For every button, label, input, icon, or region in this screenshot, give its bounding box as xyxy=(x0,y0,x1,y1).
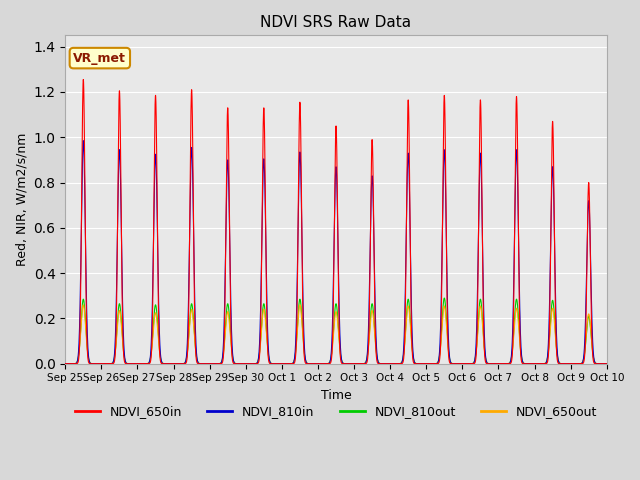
Title: NDVI SRS Raw Data: NDVI SRS Raw Data xyxy=(260,15,412,30)
NDVI_810out xyxy=(264,348,272,354)
NDVI_810in xyxy=(79,138,87,144)
Line: NDVI_650out: NDVI_650out xyxy=(65,305,607,364)
NDVI_810out xyxy=(172,361,179,367)
NDVI_810out xyxy=(61,361,69,367)
NDVI_650out xyxy=(177,361,185,367)
NDVI_810in xyxy=(172,361,179,367)
NDVI_650out xyxy=(79,302,87,308)
NDVI_650out xyxy=(172,361,179,367)
Line: NDVI_650in: NDVI_650in xyxy=(65,80,607,364)
NDVI_810in xyxy=(264,339,272,345)
NDVI_810in xyxy=(177,361,185,367)
NDVI_810in xyxy=(601,361,609,367)
NDVI_650out xyxy=(488,361,495,367)
NDVI_810out xyxy=(440,295,448,301)
NDVI_650out xyxy=(601,361,609,367)
Line: NDVI_810in: NDVI_810in xyxy=(65,141,607,364)
NDVI_650in xyxy=(61,361,69,367)
NDVI_650in xyxy=(177,361,185,367)
NDVI_810in xyxy=(61,361,69,367)
NDVI_650in xyxy=(79,77,87,83)
NDVI_810out xyxy=(601,361,609,367)
NDVI_810out xyxy=(603,361,611,367)
NDVI_810out xyxy=(411,360,419,365)
Y-axis label: Red, NIR, W/m2/s/nm: Red, NIR, W/m2/s/nm xyxy=(15,133,28,266)
NDVI_650out xyxy=(411,360,419,365)
NDVI_650in xyxy=(488,361,495,367)
NDVI_650in xyxy=(601,361,609,367)
NDVI_650out xyxy=(61,361,69,367)
NDVI_810in xyxy=(488,361,495,367)
X-axis label: Time: Time xyxy=(321,389,351,402)
NDVI_650in xyxy=(411,361,419,367)
NDVI_650out xyxy=(603,361,611,367)
NDVI_650out xyxy=(264,350,272,356)
Line: NDVI_810out: NDVI_810out xyxy=(65,298,607,364)
Legend: NDVI_650in, NDVI_810in, NDVI_810out, NDVI_650out: NDVI_650in, NDVI_810in, NDVI_810out, NDV… xyxy=(70,400,602,423)
NDVI_650in xyxy=(172,361,179,367)
NDVI_810out xyxy=(488,361,495,367)
NDVI_650in xyxy=(603,361,611,367)
Text: VR_met: VR_met xyxy=(74,52,126,65)
NDVI_810in xyxy=(603,361,611,367)
NDVI_650in xyxy=(264,352,272,358)
NDVI_810in xyxy=(411,360,419,366)
NDVI_810out xyxy=(177,361,185,367)
